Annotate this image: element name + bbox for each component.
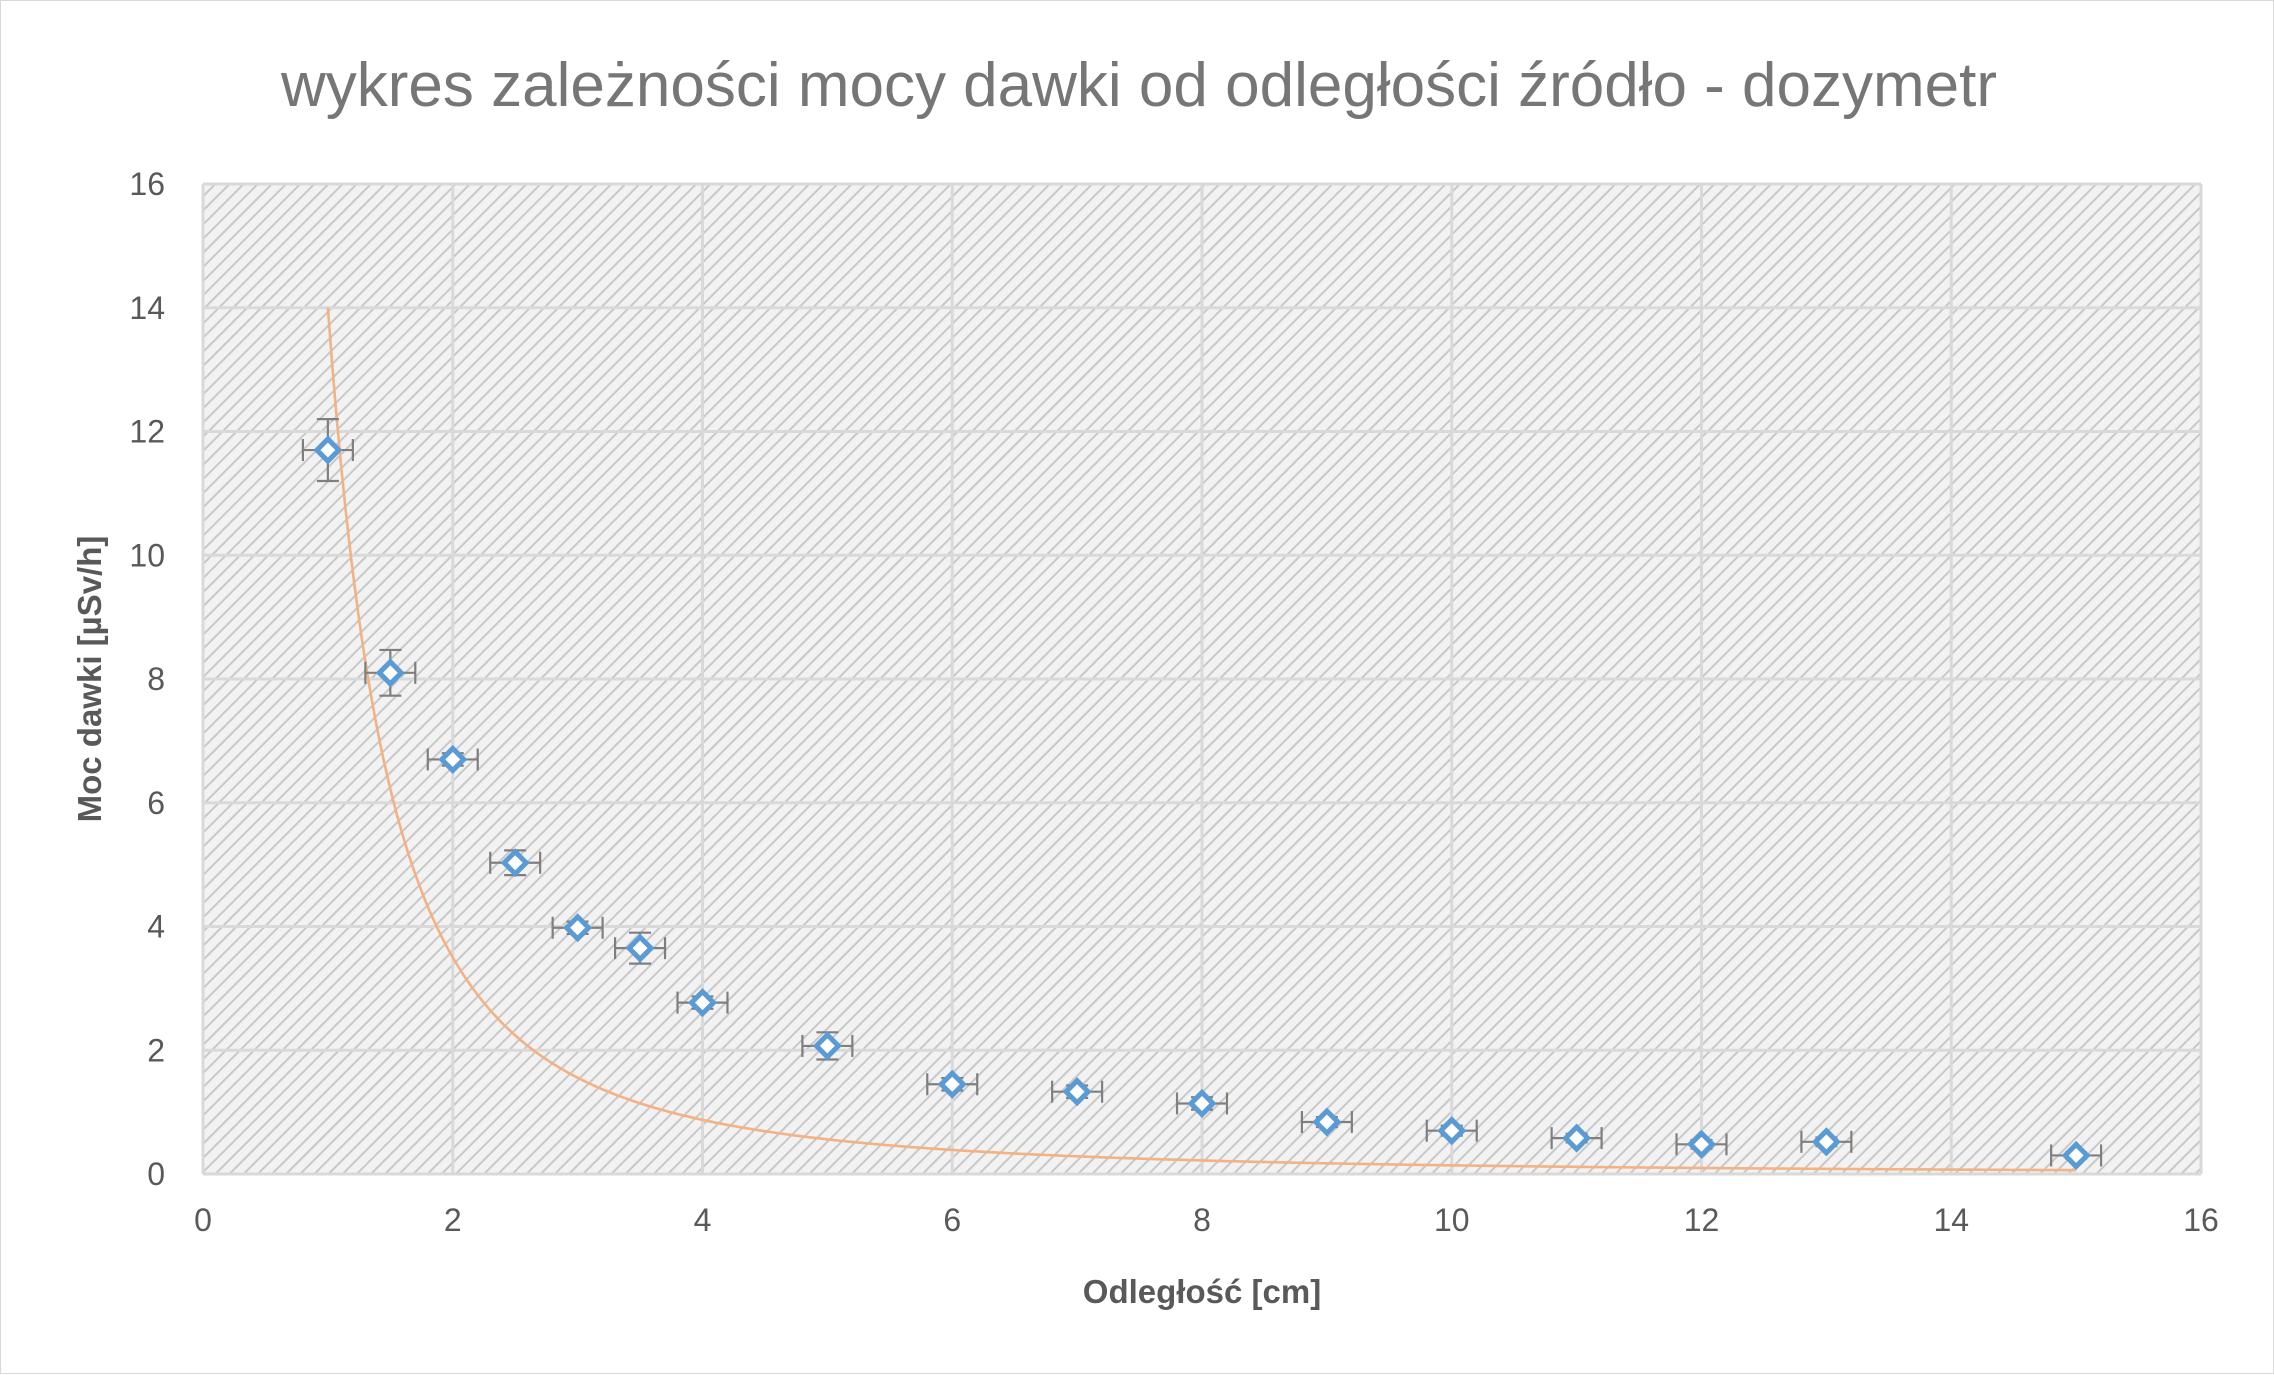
- data-point: [937, 1069, 967, 1099]
- data-point: [1312, 1107, 1342, 1137]
- data-point: [1686, 1129, 1717, 1159]
- x-tick-label: 12: [1684, 1202, 1720, 1238]
- x-axis-title: Odległość [cm]: [1083, 1273, 1321, 1310]
- data-point: [375, 658, 405, 688]
- x-tick-label: 8: [1193, 1202, 1211, 1238]
- grid-lines: [201, 182, 2203, 1176]
- data-point: [1562, 1123, 1592, 1153]
- x-axis-tick-labels: 0 2 4 6 8 10 12 14 16: [194, 1202, 2219, 1238]
- x-tick-label: 6: [943, 1202, 961, 1238]
- y-tick-label: 16: [129, 166, 165, 202]
- x-tick-label: 0: [194, 1202, 212, 1238]
- y-tick-label: 0: [147, 1156, 165, 1192]
- y-tick-label: 2: [147, 1032, 165, 1068]
- data-point: [1062, 1077, 1092, 1107]
- data-point: [438, 744, 468, 774]
- x-tick-label: 16: [2183, 1202, 2219, 1238]
- data-point: [1187, 1088, 1217, 1118]
- x-tick-label: 14: [1933, 1202, 1969, 1238]
- data-point: [687, 988, 718, 1018]
- y-tick-label: 12: [129, 414, 165, 450]
- y-tick-label: 4: [147, 909, 165, 945]
- data-points: [313, 435, 2091, 1170]
- chart-title: wykres zależności mocy dawki od odległoś…: [280, 51, 1997, 120]
- data-point: [1437, 1116, 1467, 1146]
- data-point: [563, 913, 593, 943]
- data-point: [812, 1031, 842, 1061]
- y-tick-label: 10: [129, 537, 165, 573]
- data-point: [500, 848, 530, 878]
- data-point: [2061, 1140, 2091, 1170]
- y-axis-tick-labels: 0 2 4 6 8 10 12 14 16: [129, 166, 165, 1192]
- y-tick-label: 8: [147, 661, 165, 697]
- y-tick-label: 14: [129, 290, 165, 326]
- y-axis-title: Moc dawki [µSv/h]: [71, 536, 108, 823]
- y-tick-label: 6: [147, 785, 165, 821]
- x-tick-label: 10: [1434, 1202, 1470, 1238]
- fit-curve: [326, 307, 2077, 1172]
- data-point: [625, 933, 655, 963]
- data-point: [313, 435, 343, 465]
- data-point: [1811, 1127, 1841, 1157]
- x-tick-label: 4: [694, 1202, 712, 1238]
- x-tick-label: 2: [444, 1202, 462, 1238]
